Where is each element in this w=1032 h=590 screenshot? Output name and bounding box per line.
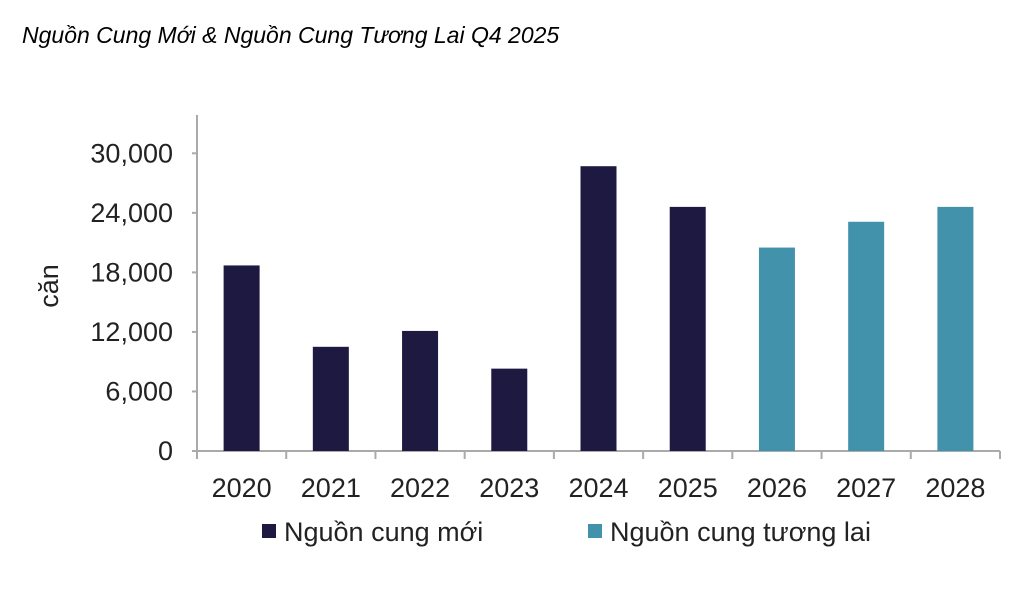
bar-2024: [580, 166, 617, 452]
y-tick-label: 6,000: [105, 376, 173, 406]
y-tick-label: 30,000: [90, 138, 173, 168]
bar-2027: [848, 221, 885, 451]
y-tick-label: 0: [158, 436, 173, 466]
chart-title: Nguồn Cung Mới & Nguồn Cung Tương Lai Q4…: [22, 22, 560, 48]
y-tick-label: 24,000: [90, 198, 173, 228]
bar-2026: [758, 247, 795, 451]
bar-2021: [312, 346, 349, 451]
legend-label: Nguồn cung mới: [284, 517, 483, 547]
x-tick-label: 2023: [479, 473, 539, 503]
legend-label: Nguồn cung tương lai: [610, 517, 871, 547]
bar-2022: [402, 330, 439, 451]
x-tick-label: 2026: [747, 473, 807, 503]
x-tick-label: 2024: [568, 473, 628, 503]
legend-swatch: [262, 524, 276, 538]
bar-2020: [223, 265, 260, 451]
x-tick-label: 2021: [301, 473, 361, 503]
x-tick-label: 2028: [925, 473, 985, 503]
bar-2023: [491, 368, 528, 451]
y-axis-label: căn: [34, 264, 64, 308]
x-tick-label: 2020: [212, 473, 272, 503]
x-tick-label: 2027: [836, 473, 896, 503]
legend-swatch: [588, 524, 602, 538]
bar-2028: [937, 206, 974, 451]
y-tick-label: 12,000: [90, 317, 173, 347]
x-tick-label: 2025: [658, 473, 718, 503]
bar-2025: [669, 206, 706, 451]
x-tick-label: 2022: [390, 473, 450, 503]
y-tick-label: 18,000: [90, 257, 173, 287]
